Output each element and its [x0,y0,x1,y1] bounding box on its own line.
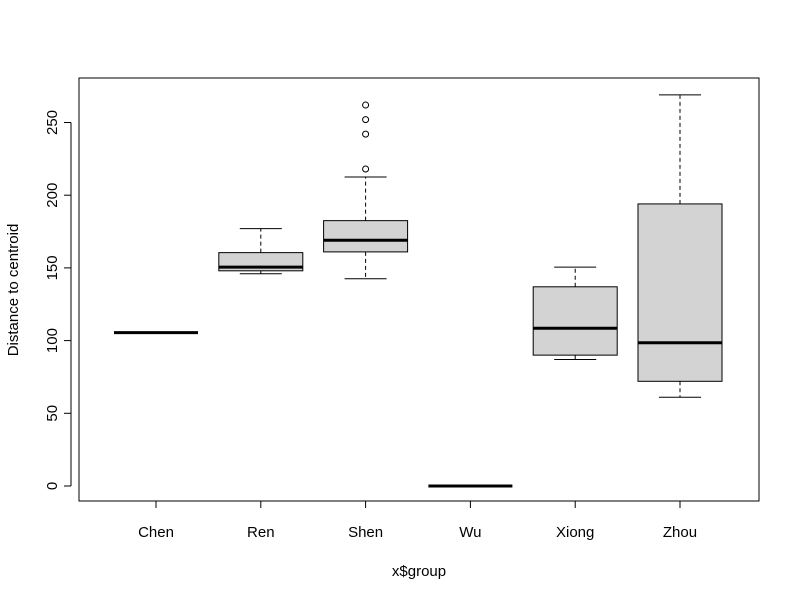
iqr-box [323,220,409,253]
y-tick-label: 0 [44,482,61,490]
box-xiong [532,266,618,361]
boxes-layer [114,94,723,488]
box-zhou [637,94,723,398]
box-shen [323,101,409,280]
x-axis-title: x$group [392,563,446,580]
x-tick-label: Chen [138,524,174,541]
y-tick-label: 50 [44,405,61,422]
x-tick-label: Wu [459,524,481,541]
outlier-point [362,130,370,138]
x-tick-label: Xiong [556,524,594,541]
box-ren [218,228,304,275]
iqr-box [637,203,723,382]
x-tick-label: Shen [348,524,383,541]
x-tick-label: Ren [247,524,275,541]
y-tick-label: 200 [44,183,61,208]
outlier-point [362,116,370,124]
y-axis-title: Distance to centroid [5,224,22,357]
y-axis: 0 50 100 150 200 250 [44,110,72,490]
x-axis: Chen Ren Shen Wu Xiong Zhou [138,500,697,541]
y-tick-label: 150 [44,255,61,280]
iqr-box [532,286,618,356]
x-tick-label: Zhou [663,524,697,541]
outlier-point [362,101,370,109]
outlier-point [362,165,370,173]
y-tick-label: 100 [44,328,61,353]
y-tick-label: 250 [44,110,61,135]
